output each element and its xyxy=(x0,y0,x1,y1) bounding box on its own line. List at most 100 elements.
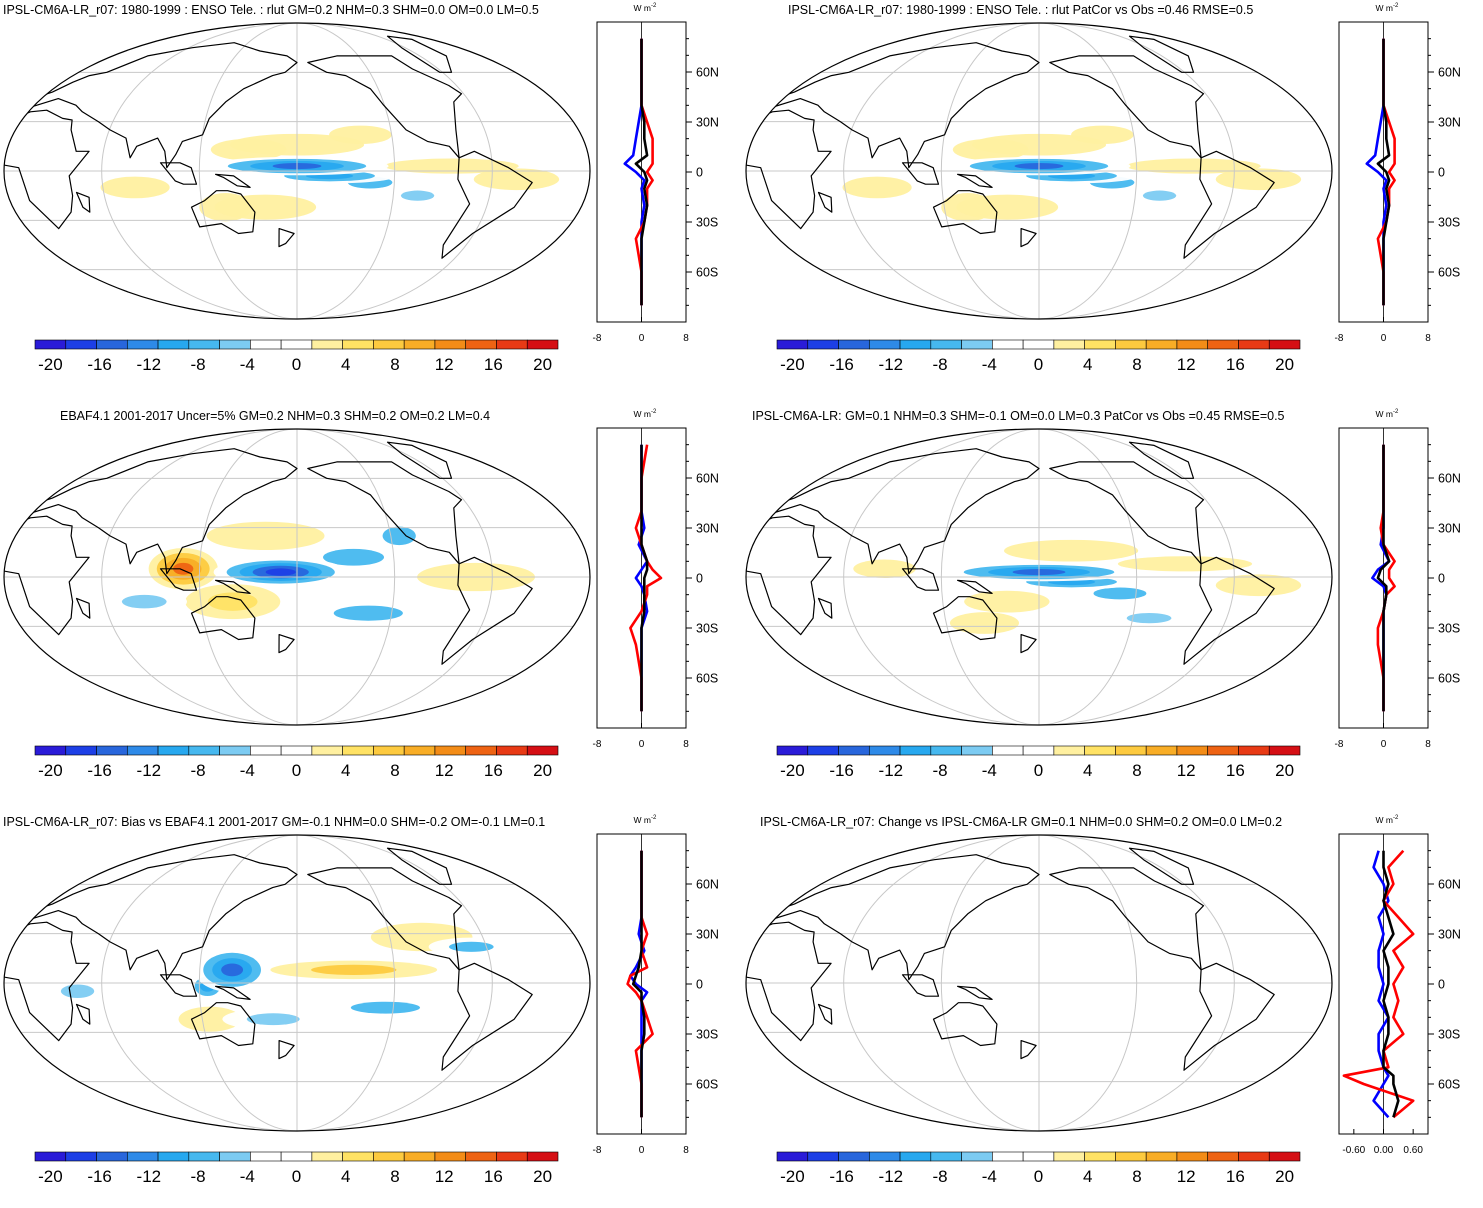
colorbar-tick-label: 8 xyxy=(390,355,399,374)
coastline xyxy=(1049,867,1205,971)
longitude-line xyxy=(198,23,298,319)
coastline xyxy=(159,568,198,591)
anomaly-region xyxy=(121,594,167,609)
colorbar-swatch xyxy=(776,339,809,350)
coastline xyxy=(1020,1040,1037,1060)
anomaly-region xyxy=(952,138,1029,161)
colorbar-swatch xyxy=(1176,745,1209,756)
colorbar-tick-label: 4 xyxy=(1083,761,1092,780)
latitude-tick-label: 0 xyxy=(1438,572,1445,586)
latitude-tick-label: 30N xyxy=(696,522,719,536)
colorbar-tick-label: -16 xyxy=(87,761,112,780)
colorbar-tick-label: 0 xyxy=(292,761,301,780)
colorbar-swatch xyxy=(403,339,436,350)
anomaly-region xyxy=(336,94,422,117)
latitude-tick-label: 60S xyxy=(696,1078,718,1092)
latitude-tick-label: 0 xyxy=(696,166,703,180)
coastline xyxy=(215,173,251,188)
map-content xyxy=(746,429,1332,725)
longitude-line xyxy=(296,23,396,319)
colorbar-tick-label: 12 xyxy=(435,761,454,780)
colorbar-swatch xyxy=(342,339,374,350)
colorbar-swatch xyxy=(311,1151,343,1162)
colorbar-swatch xyxy=(838,1151,870,1162)
colorbar-swatch xyxy=(1207,745,1239,756)
units-label: W m-2 xyxy=(634,3,657,13)
longitude-line xyxy=(198,835,298,1131)
coastline xyxy=(75,1003,91,1025)
coastline xyxy=(386,847,453,885)
latitude-tick-label: 60N xyxy=(1438,878,1461,892)
colorbar-swatch xyxy=(280,745,313,756)
latitude-tick-label: 60S xyxy=(696,672,718,686)
colorbar-swatch xyxy=(1176,1151,1209,1162)
coastline xyxy=(901,162,940,185)
panel-title: IPSL-CM6A-LR_r07: Bias vs EBAF4.1 2001-2… xyxy=(3,815,546,829)
colorbar-tick-label: -8 xyxy=(932,761,947,780)
colorbar-swatch xyxy=(34,1151,67,1162)
colorbar-swatch xyxy=(250,339,282,350)
map-border xyxy=(745,428,1333,726)
colorbar-tick-label: 20 xyxy=(1275,1167,1294,1186)
panel-title: IPSL-CM6A-LR: GM=0.1 NHM=0.3 SHM=-0.1 OM… xyxy=(752,409,1285,423)
units-label: W m-2 xyxy=(1376,3,1399,13)
colorbar-swatch xyxy=(899,339,932,350)
units-label: W m-2 xyxy=(634,815,657,825)
longitude-line xyxy=(101,23,298,319)
anomaly-region xyxy=(1086,503,1157,526)
coastline xyxy=(15,42,298,169)
zonal-mean-series xyxy=(1376,444,1391,712)
colorbar-swatch xyxy=(188,339,220,350)
zonal-mean-series xyxy=(1342,849,1415,1119)
colorbar-swatch xyxy=(126,745,159,756)
colorbar-swatch xyxy=(373,1151,405,1162)
map-border xyxy=(745,834,1333,1132)
map-border xyxy=(3,22,591,320)
colorbar-swatch xyxy=(157,339,190,350)
colorbar-tick-label: -4 xyxy=(240,355,255,374)
profile-x-tick-label: 8 xyxy=(683,1145,689,1156)
latitude-tick-label: 30S xyxy=(696,1028,718,1042)
coastline xyxy=(817,191,833,213)
colorbar-swatch xyxy=(496,1151,528,1162)
colorbar-swatch xyxy=(1084,339,1116,350)
colorbar-swatch xyxy=(1238,339,1270,350)
colorbar-tick-label: 4 xyxy=(341,1167,350,1186)
coastline xyxy=(386,441,453,479)
coastline xyxy=(159,162,198,185)
profile-x-tick-label: -8 xyxy=(593,1145,602,1156)
longitude-line xyxy=(1038,429,1235,725)
latitude-tick-label: 60N xyxy=(1438,66,1461,80)
colorbar-swatch xyxy=(1053,1151,1085,1162)
colorbar-tick-label: 4 xyxy=(1083,355,1092,374)
colorbar-tick-label: 0 xyxy=(292,1167,301,1186)
coastline xyxy=(190,596,256,641)
anomaly-region xyxy=(207,592,258,611)
colorbar-tick-label: -20 xyxy=(780,355,805,374)
anomaly-region xyxy=(853,559,916,578)
latitude-tick-label: 0 xyxy=(696,572,703,586)
profile-x-tick-label: 8 xyxy=(683,333,689,344)
anomaly-region xyxy=(968,983,996,993)
colorbar-swatch xyxy=(1268,745,1301,756)
latitude-tick-label: 60N xyxy=(696,66,719,80)
coastline xyxy=(190,190,256,235)
colorbar-tick-label: -8 xyxy=(190,355,205,374)
units-label: W m-2 xyxy=(1376,815,1399,825)
anomaly-region xyxy=(246,1013,300,1026)
colorbar-swatch xyxy=(1207,1151,1239,1162)
colorbar-tick-label: -20 xyxy=(780,1167,805,1186)
anomaly-region xyxy=(100,176,170,199)
coastline xyxy=(901,974,940,997)
latitude-tick-label: 60S xyxy=(696,266,718,280)
profile-x-tick-label: -8 xyxy=(593,739,602,750)
coastline xyxy=(215,985,251,1000)
colorbar-swatch xyxy=(280,1151,313,1162)
coastline xyxy=(1128,441,1195,479)
colorbar-swatch xyxy=(65,1151,97,1162)
colorbar-swatch xyxy=(188,745,220,756)
profile-x-tick-label: 0 xyxy=(639,1145,645,1156)
colorbar-tick-label: -12 xyxy=(879,1167,904,1186)
colorbar-tick-label: 0 xyxy=(1034,761,1043,780)
